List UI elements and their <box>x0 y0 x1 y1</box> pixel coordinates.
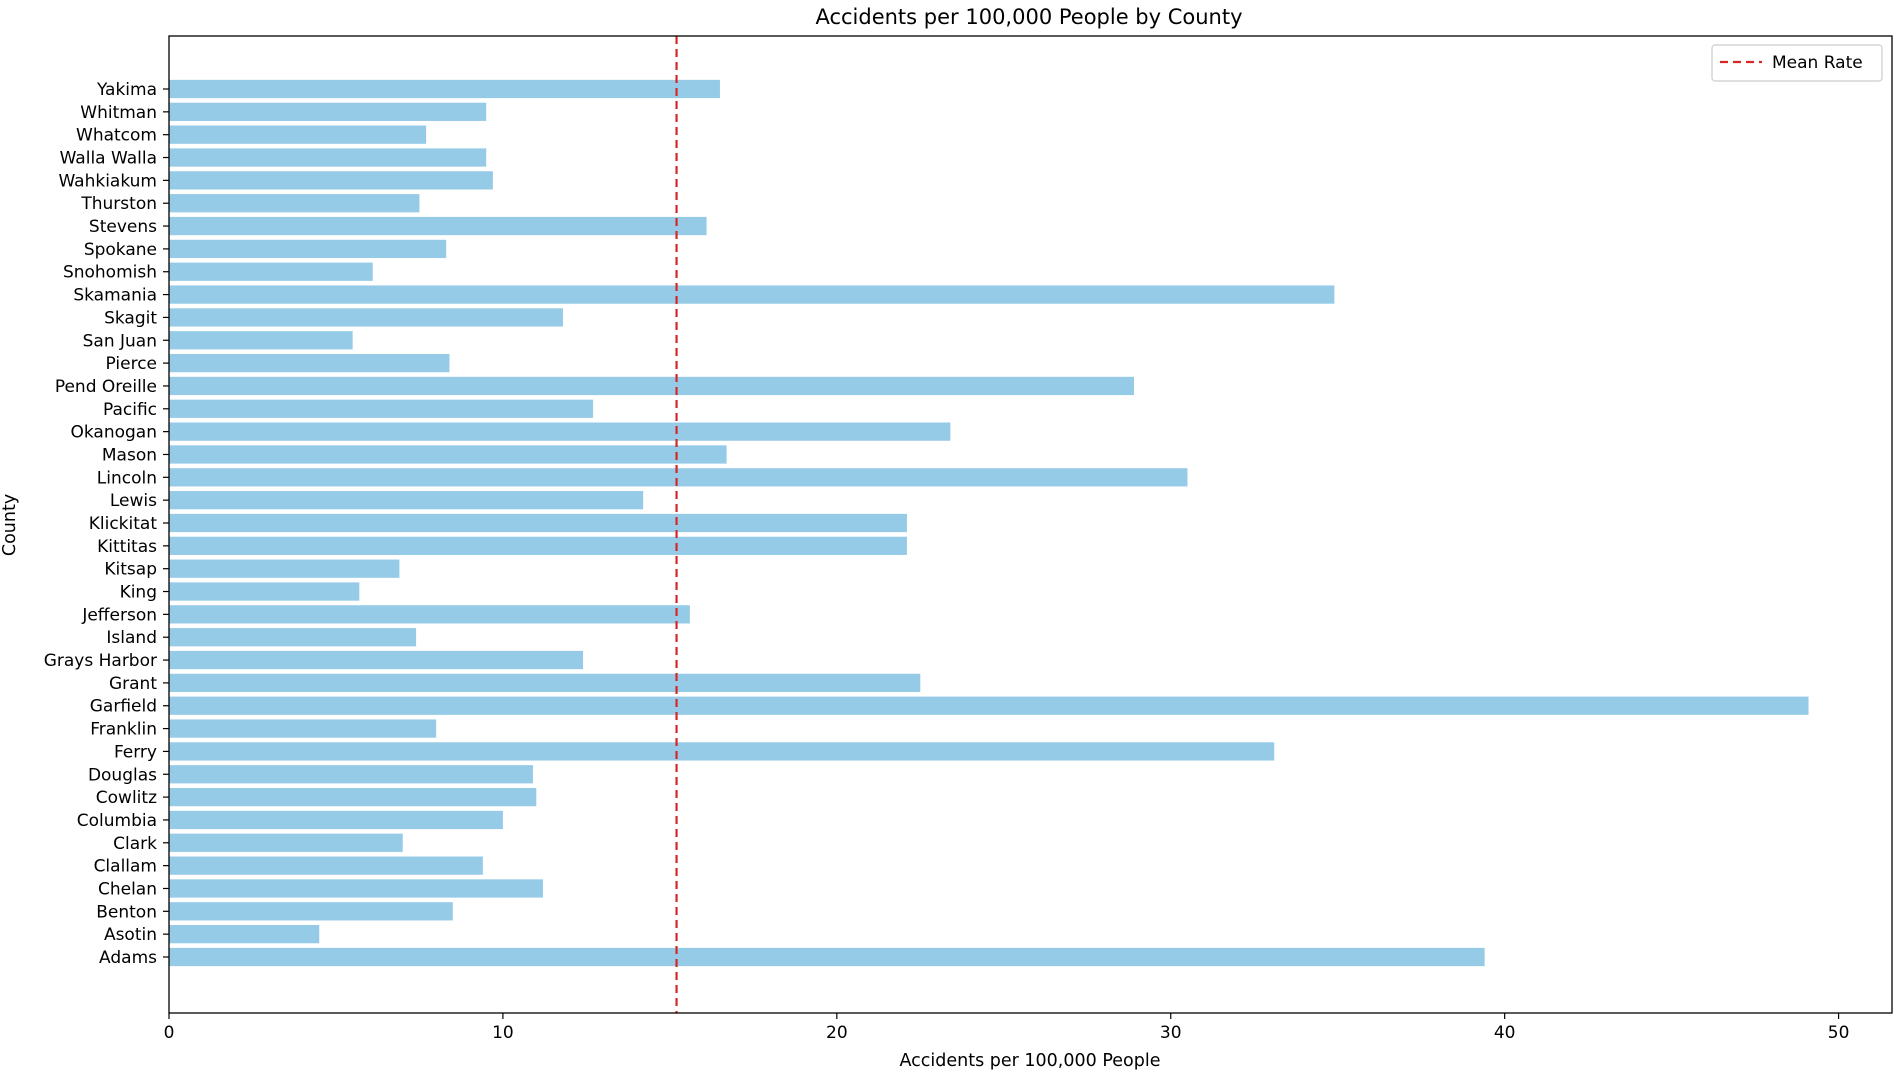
bar-benton <box>169 902 453 921</box>
bar-thurston <box>169 194 420 213</box>
bar-skamania <box>169 285 1335 304</box>
x-tick-label-20: 20 <box>826 1023 848 1043</box>
bar-island <box>169 628 417 647</box>
bar-clallam <box>169 856 483 875</box>
y-tick-label-kittitas: Kittitas <box>97 537 157 557</box>
y-tick-label-stevens: Stevens <box>89 217 157 237</box>
bar-king <box>169 582 360 601</box>
bar-okanogan <box>169 422 951 441</box>
bar-stevens <box>169 216 707 236</box>
y-tick-label-pacific: Pacific <box>103 400 157 420</box>
y-tick-label-island: Island <box>106 628 157 648</box>
bar-skagit <box>169 308 564 327</box>
x-tick-label-40: 40 <box>1494 1023 1516 1043</box>
legend-mean-label: Mean Rate <box>1772 53 1863 73</box>
y-tick-label-wahkiakum: Wahkiakum <box>58 171 157 191</box>
y-tick-label-chelan: Chelan <box>98 879 157 899</box>
x-tick-label-50: 50 <box>1828 1023 1850 1043</box>
bar-cowlitz <box>169 787 537 807</box>
y-tick-label-pierce: Pierce <box>106 354 157 374</box>
x-tick-label-30: 30 <box>1160 1023 1182 1043</box>
y-tick-label-franklin: Franklin <box>90 720 157 740</box>
y-tick-label-king: King <box>120 583 157 603</box>
bar-kittitas <box>169 536 907 555</box>
y-tick-label-clallam: Clallam <box>94 857 157 877</box>
x-tick-label-10: 10 <box>492 1023 514 1043</box>
bar-yakima <box>169 79 720 99</box>
bar-pacific <box>169 399 594 418</box>
chart-title: Accidents per 100,000 People by County <box>815 5 1242 29</box>
y-tick-label-garfield: Garfield <box>90 697 157 717</box>
y-tick-label-clark: Clark <box>113 834 157 854</box>
y-tick-label-whatcom: Whatcom <box>76 126 157 146</box>
bar-garfield <box>169 696 1809 715</box>
bar-walla-walla <box>169 148 487 167</box>
bar-mason <box>169 445 727 464</box>
legend-box <box>1711 44 1883 82</box>
bar-pend-oreille <box>169 376 1135 396</box>
y-tick-label-skamania: Skamania <box>73 286 157 306</box>
x-axis-ticks: 0 10 20 30 40 50 <box>164 1013 1850 1043</box>
y-tick-label-kitsap: Kitsap <box>104 560 157 580</box>
y-axis-label: County <box>0 494 20 556</box>
bar-grant <box>169 673 921 693</box>
y-tick-label-grant: Grant <box>109 674 157 694</box>
y-tick-label-spokane: Spokane <box>84 240 157 260</box>
y-tick-label-skagit: Skagit <box>104 308 157 328</box>
y-tick-label-yakima: Yakima <box>96 80 157 100</box>
bar-grays-harbor <box>169 650 584 670</box>
bar-whitman <box>169 102 487 121</box>
y-tick-label-asotin: Asotin <box>104 925 157 945</box>
bar-adams <box>169 947 1485 967</box>
bar-chelan <box>169 879 543 898</box>
y-tick-label-lewis: Lewis <box>110 491 157 511</box>
y-tick-label-whitman: Whitman <box>80 103 157 123</box>
y-tick-label-klickitat: Klickitat <box>89 514 158 534</box>
y-tick-label-pend-oreille: Pend Oreille <box>55 377 157 397</box>
y-tick-label-snohomish: Snohomish <box>63 263 157 283</box>
y-tick-label-san-juan: San Juan <box>83 331 157 351</box>
y-tick-label-okanogan: Okanogan <box>70 423 157 443</box>
x-tick-label-0: 0 <box>164 1023 175 1043</box>
y-tick-label-lincoln: Lincoln <box>97 468 157 488</box>
bar-lewis <box>169 491 644 510</box>
bars-group <box>169 79 1809 967</box>
y-tick-label-mason: Mason <box>102 445 157 465</box>
plot-frame <box>168 35 1893 1014</box>
bar-columbia <box>169 810 503 830</box>
bar-lincoln <box>169 468 1188 487</box>
bar-douglas <box>169 765 533 784</box>
bar-asotin <box>169 925 320 944</box>
bar-ferry <box>169 742 1275 761</box>
bar-san-juan <box>169 331 353 350</box>
bar-spokane <box>169 239 447 259</box>
y-tick-label-grays-harbor: Grays Harbor <box>44 651 157 671</box>
y-tick-label-columbia: Columbia <box>77 811 157 831</box>
y-tick-label-benton: Benton <box>96 902 157 922</box>
bar-franklin <box>169 719 437 738</box>
x-axis-label: Accidents per 100,000 People <box>900 1051 1161 1071</box>
legend: Mean Rate <box>1711 44 1883 82</box>
y-tick-label-thurston: Thurston <box>80 194 157 214</box>
bar-snohomish <box>169 262 373 281</box>
y-tick-label-walla-walla: Walla Walla <box>60 149 157 169</box>
bar-jefferson <box>169 605 690 624</box>
bar-whatcom <box>169 125 427 144</box>
y-tick-label-jefferson: Jefferson <box>81 605 157 625</box>
y-tick-label-ferry: Ferry <box>114 742 157 762</box>
y-tick-label-cowlitz: Cowlitz <box>96 788 157 808</box>
bar-clark <box>169 833 403 852</box>
bar-pierce <box>169 353 450 373</box>
y-tick-label-douglas: Douglas <box>88 765 157 785</box>
bar-klickitat <box>169 513 907 533</box>
y-tick-label-adams: Adams <box>99 948 157 968</box>
bar-kitsap <box>169 559 400 578</box>
bar-wahkiakum <box>169 171 493 190</box>
